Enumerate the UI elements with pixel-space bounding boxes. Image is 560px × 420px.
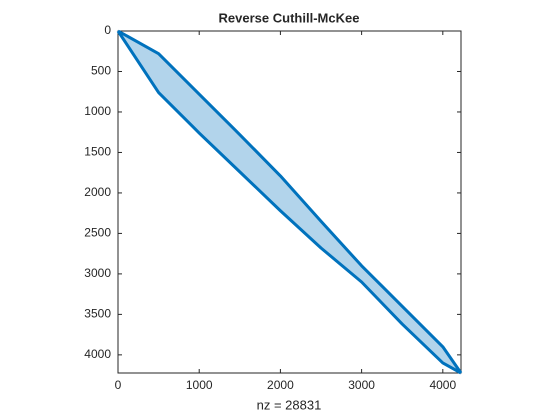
- x-tick-label: 3000: [348, 378, 375, 392]
- y-tick-label: 1500: [84, 145, 111, 159]
- y-tick-label: 4000: [84, 347, 111, 361]
- band-edge: [117, 29, 463, 374]
- y-tick-label: 3000: [84, 266, 111, 280]
- y-tick-label: 2500: [84, 226, 111, 240]
- band-edge: [116, 30, 462, 375]
- x-tick-label: 0: [115, 378, 122, 392]
- x-axis-label: nz = 28831: [257, 397, 322, 412]
- y-tick-label: 2000: [84, 185, 111, 199]
- chart-title: Reverse Cuthill-McKee: [219, 10, 360, 25]
- y-tick-label: 3500: [84, 307, 111, 321]
- x-tick-label: 1000: [186, 378, 213, 392]
- y-tick-label: 0: [104, 23, 111, 37]
- y-tick-label: 500: [91, 64, 111, 78]
- axes-box: [117, 30, 462, 374]
- band-fill: [118, 31, 461, 373]
- x-tick-label: 2000: [267, 378, 294, 392]
- y-tick-label: 1000: [84, 104, 111, 118]
- x-tick-label: 4000: [429, 378, 456, 392]
